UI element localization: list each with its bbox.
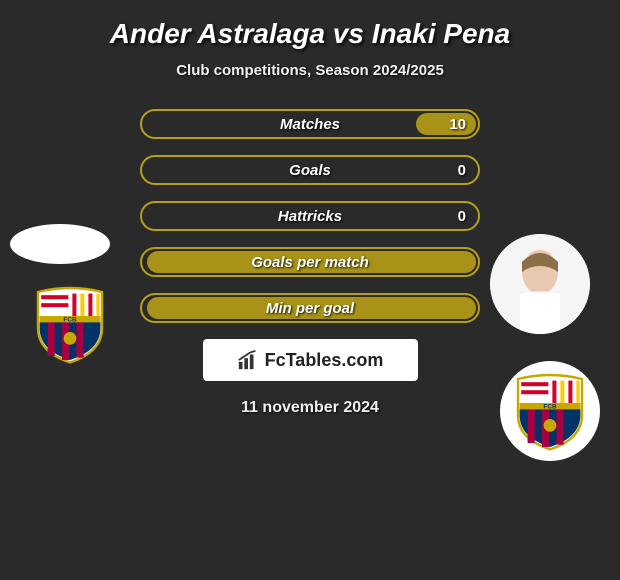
brand-text: FcTables.com bbox=[265, 350, 384, 371]
stat-fill-right bbox=[416, 113, 476, 135]
subtitle: Club competitions, Season 2024/2025 bbox=[0, 62, 620, 79]
brand-badge[interactable]: FcTables.com bbox=[203, 339, 418, 381]
player-left-club-crest: FCB bbox=[20, 284, 120, 369]
barcelona-crest-icon: FCB bbox=[30, 284, 110, 364]
stat-value-right: 10 bbox=[449, 116, 466, 133]
stat-label: Goals per match bbox=[251, 254, 369, 271]
stat-row: Hattricks 0 bbox=[140, 201, 480, 231]
stat-row: Goals 0 bbox=[140, 155, 480, 185]
stat-row: Goals per match bbox=[140, 247, 480, 277]
stat-label: Goals bbox=[289, 162, 331, 179]
stat-row: Matches 10 bbox=[140, 109, 480, 139]
barcelona-crest-icon: FCB bbox=[510, 371, 590, 451]
stat-value-right: 0 bbox=[458, 162, 466, 179]
stat-label: Hattricks bbox=[278, 208, 342, 225]
stat-label: Matches bbox=[280, 116, 340, 133]
comparison-card: Ander Astralaga vs Inaki Pena Club compe… bbox=[0, 0, 620, 417]
player-right-club-crest: FCB bbox=[500, 361, 600, 461]
title: Ander Astralaga vs Inaki Pena bbox=[0, 18, 620, 50]
stat-label: Min per goal bbox=[266, 300, 354, 317]
stat-row: Min per goal bbox=[140, 293, 480, 323]
stats-area: FCB bbox=[0, 109, 620, 323]
player-right-avatar bbox=[490, 234, 590, 334]
player-left-avatar bbox=[10, 224, 110, 264]
chart-icon bbox=[237, 349, 259, 371]
stat-value-right: 0 bbox=[458, 208, 466, 225]
